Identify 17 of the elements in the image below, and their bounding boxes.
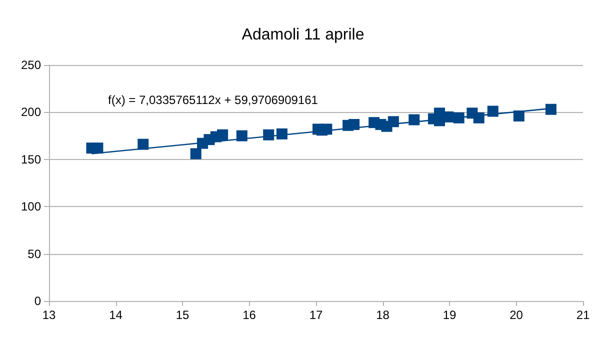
x-tick-label: 14 [109,308,123,322]
x-tick-label: 20 [510,308,524,322]
y-tick-label: 150 [20,152,42,166]
y-tick-label: 100 [20,200,42,214]
x-tick-label: 21 [576,308,590,322]
x-tick-label: 18 [376,308,390,322]
y-tick-label: 50 [28,246,42,261]
y-tick-label: 200 [20,105,42,120]
y-tick-label: 250 [20,58,42,72]
x-tick-label: 17 [309,308,323,322]
x-tick-label: 13 [42,308,56,322]
x-tick-label: 16 [242,308,256,322]
chart-title: Adamoli 11 aprile [242,26,364,44]
y-tick-label: 0 [34,294,42,308]
x-tick-label: 15 [176,308,190,322]
x-tick-label: 19 [442,308,456,322]
annotation: f(x) = 7,0335765112x + 59,9706909161 [108,93,318,107]
